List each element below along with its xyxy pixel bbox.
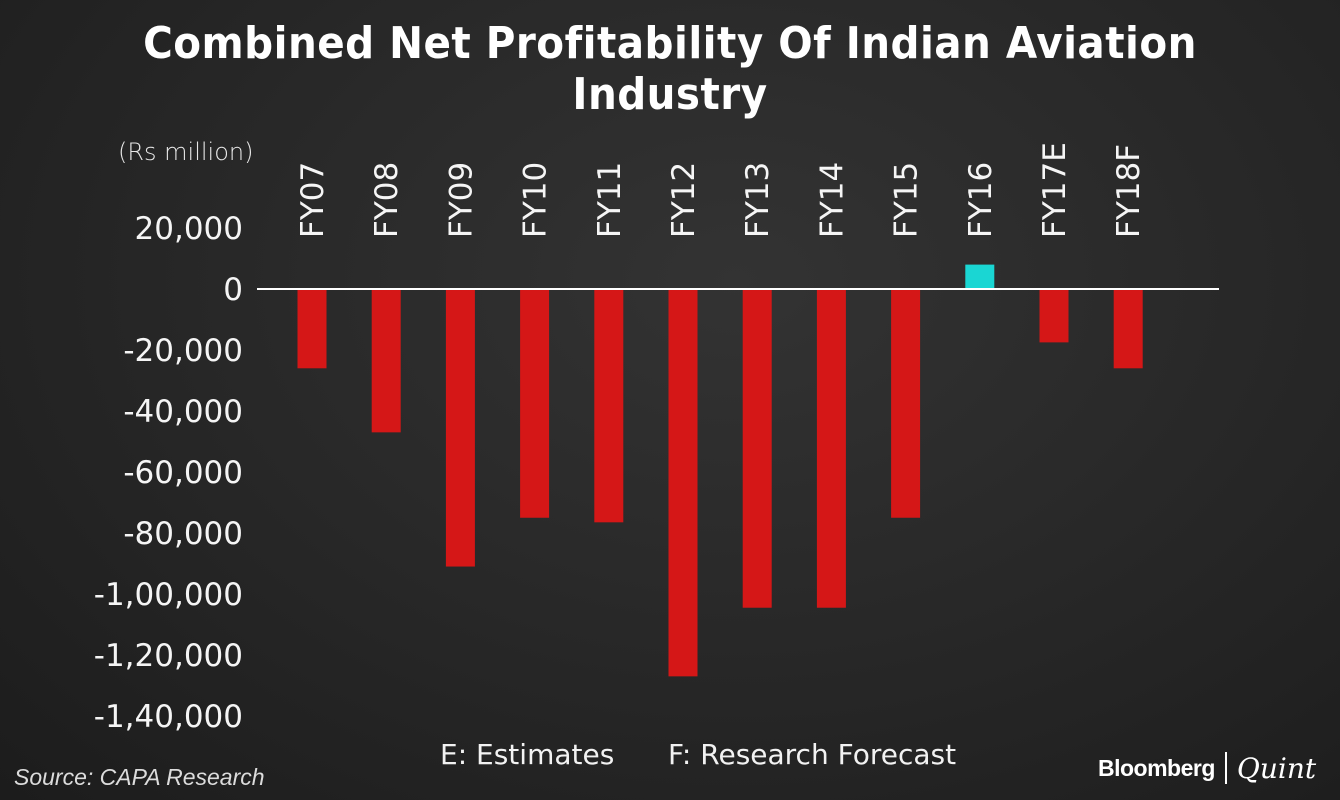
x-category-label: FY10: [518, 162, 554, 238]
bar-fy12: [668, 289, 698, 677]
y-tick-label: -60,000: [123, 455, 243, 491]
bar-fy15: [891, 289, 921, 518]
y-tick-label: -1,20,000: [94, 638, 243, 674]
bar-fy16: [965, 264, 995, 289]
y-tick-label: -1,00,000: [94, 577, 243, 613]
x-category-label: FY13: [740, 162, 776, 238]
x-category-label: FY09: [443, 162, 479, 238]
chart-title: Combined Net Profitability Of Indian Avi…: [143, 18, 1197, 120]
bar-fy09: [445, 289, 475, 567]
bar-fy14: [816, 289, 846, 608]
y-tick-label: 0: [223, 272, 243, 308]
y-axis-ticks: 20,000 0 -20,000 -40,000 -60,000 -80,000 -1,00…: [94, 211, 243, 735]
x-axis-category-labels: FY07 FY08 FY09 FY10 FY11 FY12 FY13 FY14 FY15 FY16…: [295, 142, 1147, 238]
y-tick-label: -80,000: [123, 516, 243, 552]
x-category-label: FY15: [889, 162, 925, 238]
x-category-label: FY14: [814, 162, 850, 238]
x-category-label: FY18F: [1111, 144, 1147, 238]
x-category-label: FY08: [369, 162, 405, 238]
bar-fy17e: [1039, 289, 1069, 343]
y-tick-label: -40,000: [123, 394, 243, 430]
bar-fy11: [594, 289, 624, 523]
brand-divider: [1224, 752, 1227, 784]
x-category-label: FY16: [963, 162, 999, 238]
note-estimates: E: Estimates: [440, 738, 615, 771]
y-tick-label: -1,40,000: [94, 699, 243, 735]
brand-bloomberg: Bloomberg: [1098, 754, 1215, 781]
y-tick-label: -20,000: [123, 333, 243, 369]
y-axis-unit-label: (Rs million): [118, 138, 254, 166]
bar-fy10: [520, 289, 550, 518]
bar-fy13: [742, 289, 772, 608]
brand-logo: Bloomberg Quint: [1098, 750, 1316, 786]
y-tick-label: 20,000: [135, 211, 243, 247]
bars: [297, 264, 1143, 677]
source-note: Source: CAPA Research: [14, 764, 265, 790]
x-category-label: FY07: [295, 162, 331, 238]
bar-fy08: [371, 289, 401, 433]
note-forecast: F: Research Forecast: [668, 738, 957, 771]
x-category-label: FY12: [666, 162, 702, 238]
brand-quint: Quint: [1236, 751, 1317, 785]
x-category-label: FY17E: [1037, 142, 1073, 238]
bar-fy07: [297, 289, 327, 369]
x-category-label: FY11: [592, 162, 628, 238]
bar-fy18f: [1113, 289, 1143, 369]
